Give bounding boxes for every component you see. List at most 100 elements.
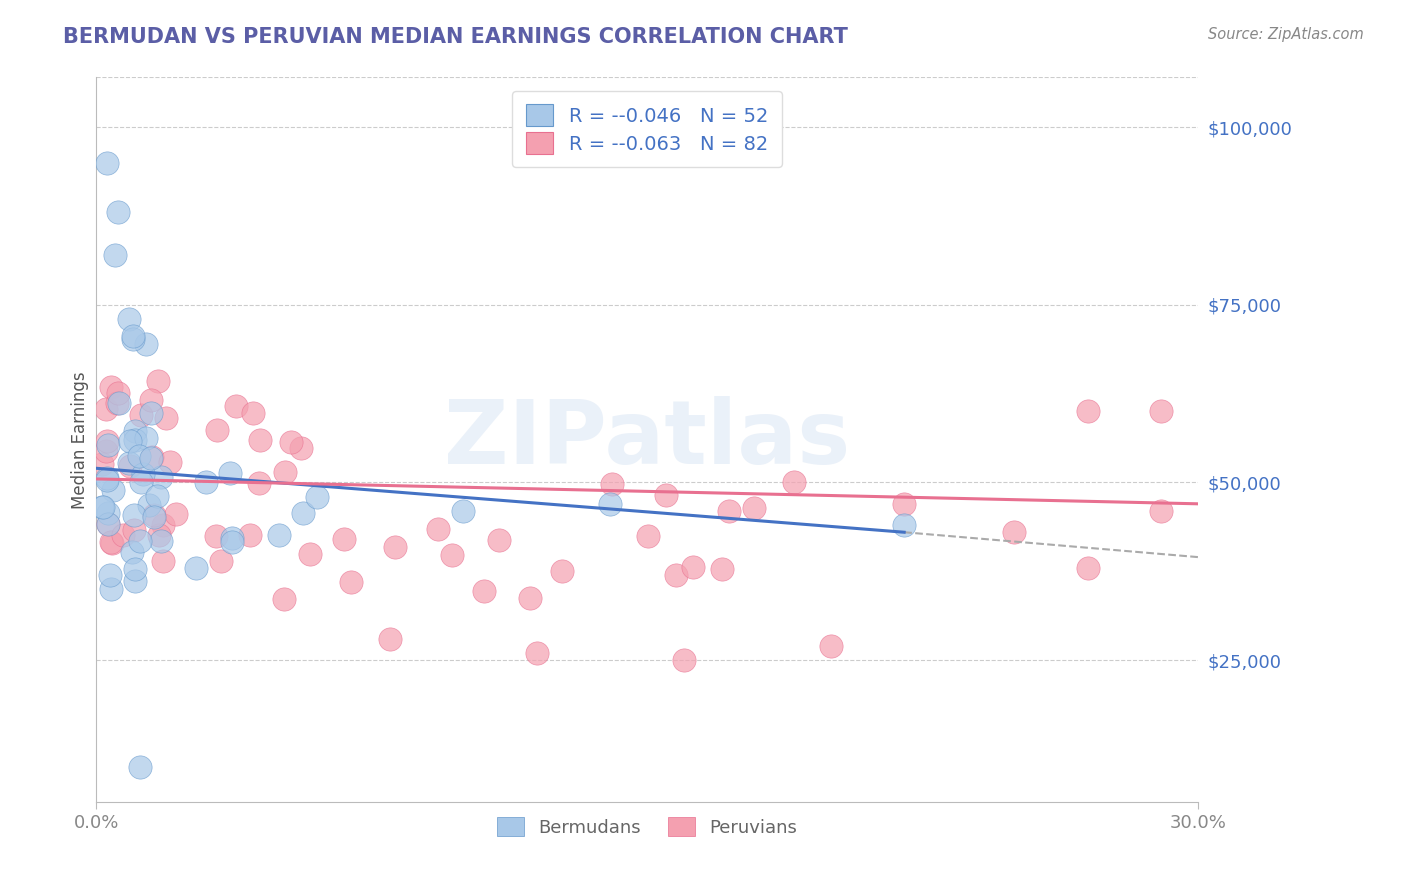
Y-axis label: Median Earnings: Median Earnings [72, 371, 89, 508]
Point [299, 547, 322, 561]
Point [124, 424, 146, 438]
Point [149, 533, 172, 548]
Point [96, 434, 118, 449]
Point [488, 533, 510, 548]
Point [247, 476, 270, 491]
Legend: Bermudans, Peruvians: Bermudans, Peruvians [489, 810, 804, 844]
Point [129, 475, 152, 490]
Point [273, 592, 295, 607]
Point [637, 529, 659, 543]
Point [129, 408, 152, 422]
Point [139, 392, 162, 407]
Point [96, 471, 118, 485]
Point [124, 574, 146, 588]
Point [100, 582, 122, 596]
Point [280, 434, 302, 449]
Point [526, 646, 548, 660]
Point [97, 506, 120, 520]
Point [139, 406, 162, 420]
Point [783, 475, 806, 490]
Point [290, 442, 312, 456]
Point [96, 473, 118, 487]
Point [118, 458, 141, 473]
Point [441, 548, 464, 562]
Point [893, 518, 915, 533]
Point [711, 562, 734, 576]
Point [305, 490, 328, 504]
Point [472, 583, 495, 598]
Point [519, 591, 541, 605]
Point [291, 506, 314, 520]
Point [427, 522, 450, 536]
Point [195, 475, 218, 490]
Point [111, 528, 134, 542]
Point [205, 529, 228, 543]
Point [132, 467, 155, 481]
Point [682, 559, 704, 574]
Point [205, 423, 228, 437]
Point [1150, 404, 1173, 418]
Point [267, 528, 290, 542]
Point [98, 567, 121, 582]
Point [91, 500, 114, 515]
Point [148, 374, 170, 388]
Point [90, 500, 112, 515]
Point [820, 639, 842, 653]
Point [118, 434, 141, 449]
Point [96, 155, 118, 169]
Point [654, 488, 676, 502]
Point [121, 545, 143, 559]
Point [100, 536, 122, 550]
Point [128, 533, 150, 548]
Point [148, 528, 170, 542]
Point [129, 760, 152, 774]
Point [105, 396, 128, 410]
Point [124, 561, 146, 575]
Point [550, 564, 572, 578]
Point [249, 433, 271, 447]
Point [221, 535, 243, 549]
Point [165, 507, 187, 521]
Point [143, 509, 166, 524]
Point [1077, 561, 1099, 575]
Point [221, 532, 243, 546]
Point [155, 410, 177, 425]
Point [146, 490, 169, 504]
Point [135, 336, 157, 351]
Point [1150, 504, 1173, 518]
Text: BERMUDAN VS PERUVIAN MEDIAN EARNINGS CORRELATION CHART: BERMUDAN VS PERUVIAN MEDIAN EARNINGS COR… [63, 27, 848, 46]
Point [225, 399, 247, 413]
Point [209, 554, 232, 568]
Point [100, 535, 122, 549]
Point [128, 450, 150, 464]
Point [1077, 404, 1099, 418]
Point [378, 632, 401, 646]
Point [122, 332, 145, 346]
Point [602, 476, 624, 491]
Point [108, 396, 131, 410]
Point [97, 438, 120, 452]
Point [118, 312, 141, 326]
Point [122, 523, 145, 537]
Point [672, 653, 695, 667]
Point [107, 205, 129, 219]
Point [150, 470, 173, 484]
Point [219, 466, 242, 480]
Point [186, 560, 208, 574]
Point [143, 508, 166, 523]
Point [103, 248, 125, 262]
Point [1002, 525, 1025, 540]
Point [96, 401, 118, 416]
Point [893, 497, 915, 511]
Point [242, 406, 264, 420]
Point [96, 516, 118, 531]
Point [103, 483, 125, 497]
Point [453, 504, 475, 518]
Point [122, 328, 145, 343]
Point [91, 457, 114, 471]
Point [274, 466, 297, 480]
Point [742, 501, 765, 516]
Point [118, 456, 141, 470]
Point [135, 431, 157, 445]
Point [665, 567, 688, 582]
